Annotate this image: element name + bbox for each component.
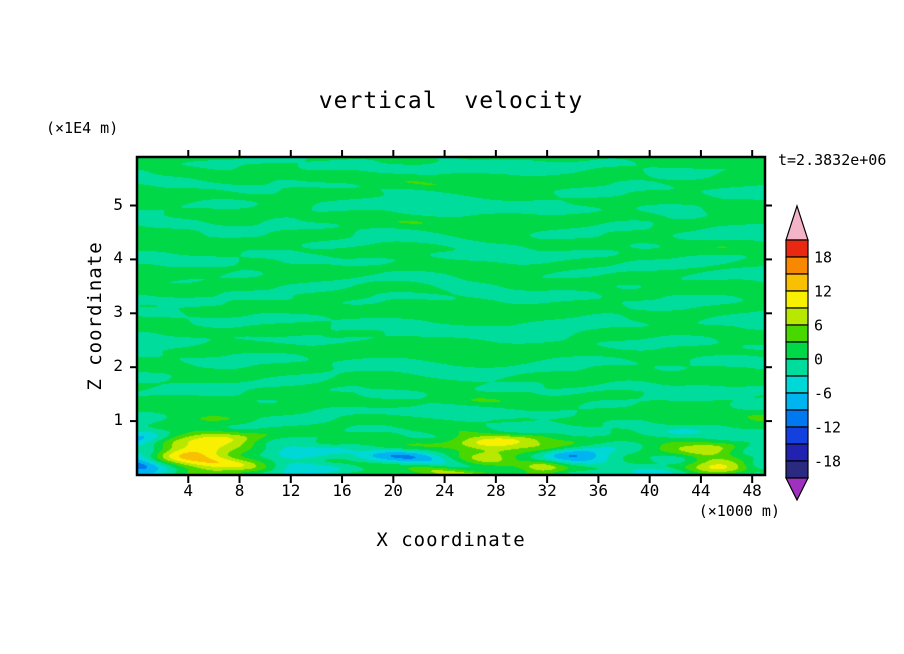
x-axis-title: X coordinate (376, 529, 526, 551)
colorbar-label: 6 (814, 317, 823, 335)
colorbar-label: -6 (814, 385, 832, 403)
colorbar: 18 12 6 0 -6 -12 -18 (785, 204, 841, 502)
z-tick-label: 1 (113, 410, 123, 430)
colorbar-under-arrow (785, 477, 809, 502)
contour-field-canvas (137, 157, 765, 475)
colorbar-segment (785, 426, 809, 445)
x-axis-unit-label: (×1000 m) (698, 502, 780, 520)
colorbar-segment (785, 256, 809, 275)
colorbar-segment (785, 443, 809, 462)
colorbar-label: -18 (814, 453, 841, 471)
x-tick-label: 8 (234, 481, 245, 500)
colorbar-segment (785, 290, 809, 309)
z-tick-label: 5 (113, 194, 123, 214)
chart-title: vertical velocity (318, 88, 584, 114)
colorbar-segment (785, 239, 809, 258)
colorbar-label: 12 (814, 283, 832, 301)
colorbar-segment (785, 324, 809, 343)
z-axis-unit-label: (×1E4 m) (46, 119, 119, 137)
colorbar-label: 0 (814, 351, 823, 369)
z-tick-label: 3 (113, 302, 123, 322)
colorbar-segment (785, 307, 809, 326)
colorbar-segment (785, 273, 809, 292)
colorbar-segment (785, 409, 809, 428)
colorbar-segment (785, 375, 809, 394)
colorbar-segment (785, 341, 809, 360)
x-tick-label: 40 (640, 481, 660, 500)
x-tick-label: 36 (588, 481, 608, 500)
z-tick-label: 2 (113, 356, 123, 376)
x-tick-label: 20 (383, 481, 403, 500)
x-tick-label: 44 (691, 481, 711, 500)
x-tick-label: 48 (742, 481, 762, 500)
colorbar-over-arrow (785, 204, 809, 241)
x-tick-label: 32 (537, 481, 557, 500)
colorbar-label: 18 (814, 249, 832, 267)
z-tick-label: 4 (113, 248, 123, 268)
colorbar-segment (785, 460, 809, 479)
x-tick-label: 24 (434, 481, 455, 500)
x-tick-label: 16 (332, 481, 352, 500)
x-tick-label: 4 (183, 481, 194, 500)
colorbar-segment (785, 358, 809, 377)
colorbar-label: -12 (814, 419, 841, 437)
x-tick-label: 12 (281, 481, 301, 500)
x-tick-label: 28 (486, 481, 506, 500)
time-annotation: t=2.3832e+06 (778, 151, 887, 169)
colorbar-segment (785, 392, 809, 411)
